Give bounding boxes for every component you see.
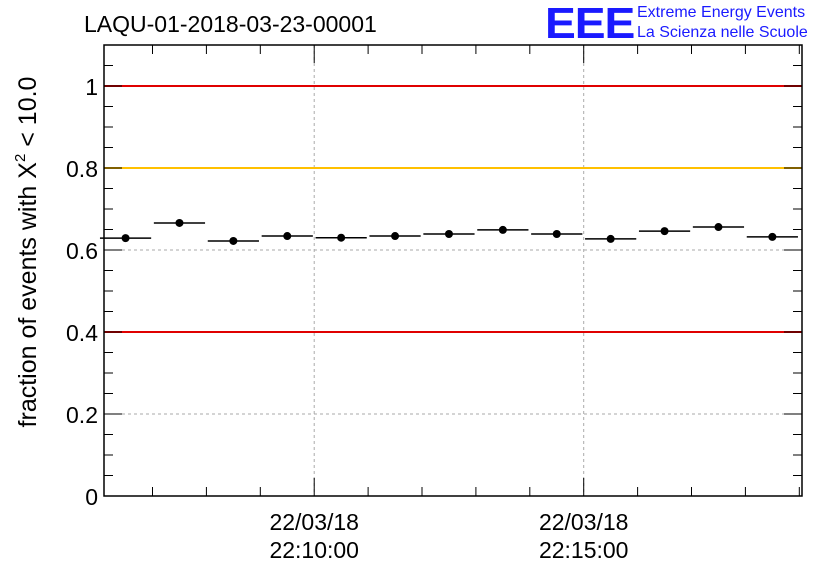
branding-line-1: Extreme Energy Events [637, 4, 806, 21]
y-axis-label-tail: < 10.0 [14, 77, 42, 154]
data-point-5 [391, 232, 400, 241]
x-tick-label-0-line-1: 22:10:00 [269, 537, 359, 563]
x-tick-label-1-line-0: 22/03/18 [539, 509, 629, 535]
y-tick-label-5: 1 [85, 74, 98, 100]
branding-line-2: La Scienza nelle Scuole [637, 24, 808, 41]
x-tick-label-1-line-1: 22:15:00 [539, 537, 629, 563]
y-tick-label-2: 0.4 [66, 320, 98, 346]
data-point-0 [121, 234, 130, 243]
data-point-9 [606, 234, 615, 243]
data-point-4 [337, 233, 346, 242]
x-tick-label-0-line-0: 22/03/18 [269, 509, 359, 535]
y-tick-label-3: 0.6 [66, 238, 98, 264]
data-point-7 [498, 225, 507, 234]
plot-frame [103, 44, 803, 497]
eee-logo: EEE [545, 0, 635, 48]
data-point-6 [444, 230, 453, 239]
y-tick-label-4: 0.8 [66, 156, 98, 182]
chart-title: LAQU-01-2018-03-23-00001 [84, 11, 377, 37]
plot-area: 00.20.40.60.8122/03/1822:10:0022/03/1822… [66, 44, 803, 563]
data-point-3 [283, 232, 292, 241]
data-point-2 [229, 236, 238, 245]
y-axis-label-main: fraction of events with X [14, 162, 42, 428]
data-point-10 [660, 227, 669, 236]
y-tick-label-1: 0.2 [66, 402, 98, 428]
y-axis-label-sup: 2 [12, 154, 29, 162]
data-point-1 [175, 218, 184, 227]
data-point-12 [768, 232, 777, 241]
data-point-8 [552, 230, 561, 239]
eee-branding: EEE Extreme Energy Events La Scienza nel… [545, 2, 835, 46]
data-point-11 [714, 223, 723, 232]
y-axis-label: fraction of events with X2 < 10.0 [12, 77, 42, 428]
y-tick-label-0: 0 [85, 484, 98, 510]
